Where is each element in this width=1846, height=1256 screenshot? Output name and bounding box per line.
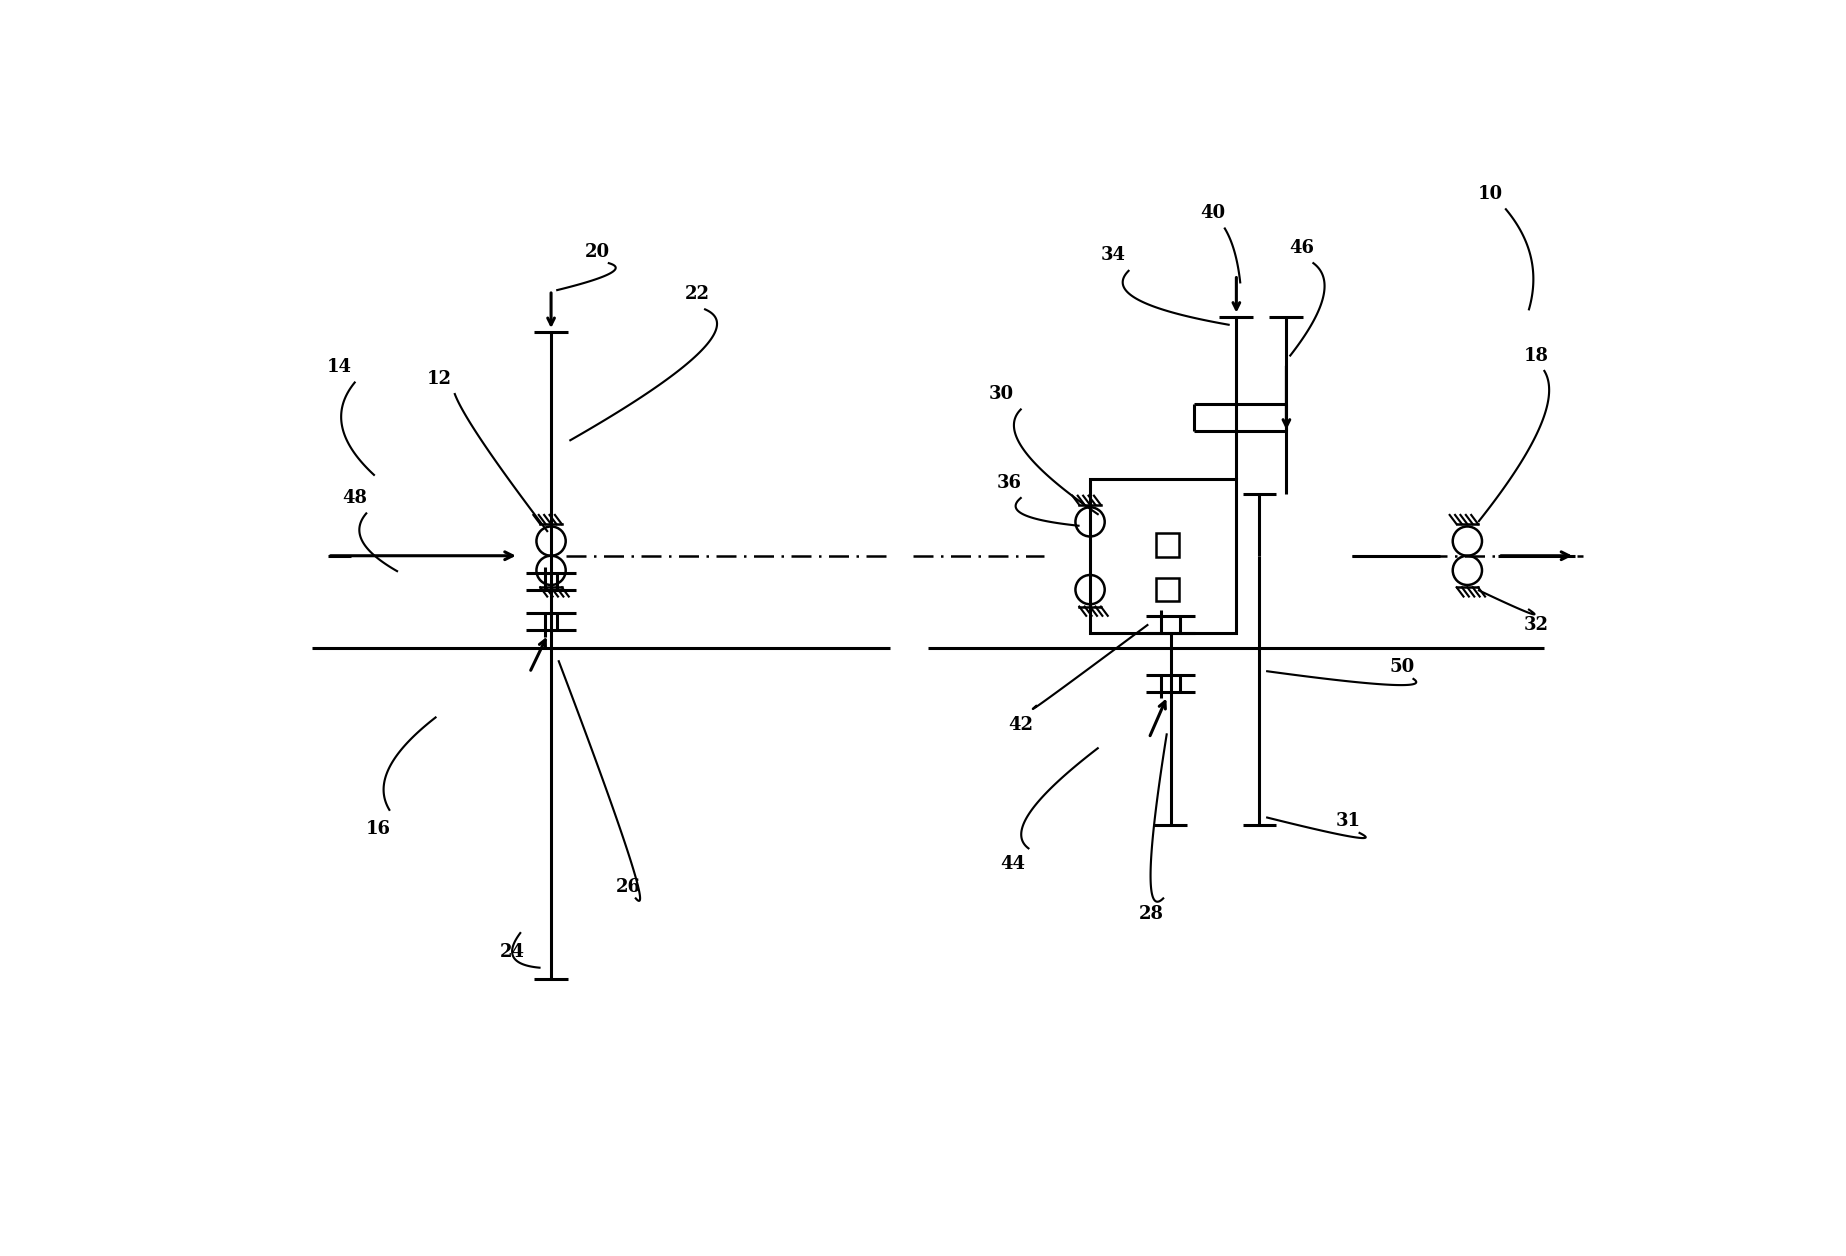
Text: 30: 30: [989, 386, 1013, 403]
Text: 32: 32: [1525, 615, 1549, 634]
Text: 26: 26: [615, 878, 641, 896]
Bar: [1156, 534, 1178, 556]
Bar: [1156, 578, 1178, 602]
Text: 14: 14: [327, 358, 353, 376]
Bar: [1091, 479, 1237, 633]
Text: 36: 36: [997, 474, 1021, 491]
Text: 40: 40: [1200, 203, 1226, 222]
Text: 31: 31: [1335, 813, 1361, 830]
Text: 24: 24: [500, 943, 524, 961]
Text: 42: 42: [1008, 716, 1034, 735]
Text: 50: 50: [1390, 658, 1414, 677]
Text: 46: 46: [1289, 239, 1314, 256]
Text: 12: 12: [426, 369, 452, 388]
Text: 10: 10: [1479, 185, 1503, 202]
Text: 48: 48: [342, 489, 367, 507]
Text: 28: 28: [1139, 904, 1165, 923]
Text: 16: 16: [366, 820, 390, 838]
Text: 34: 34: [1100, 246, 1126, 265]
Text: 18: 18: [1525, 347, 1549, 364]
Text: 20: 20: [585, 242, 609, 260]
Text: 22: 22: [685, 285, 711, 303]
Text: 44: 44: [1001, 855, 1026, 873]
